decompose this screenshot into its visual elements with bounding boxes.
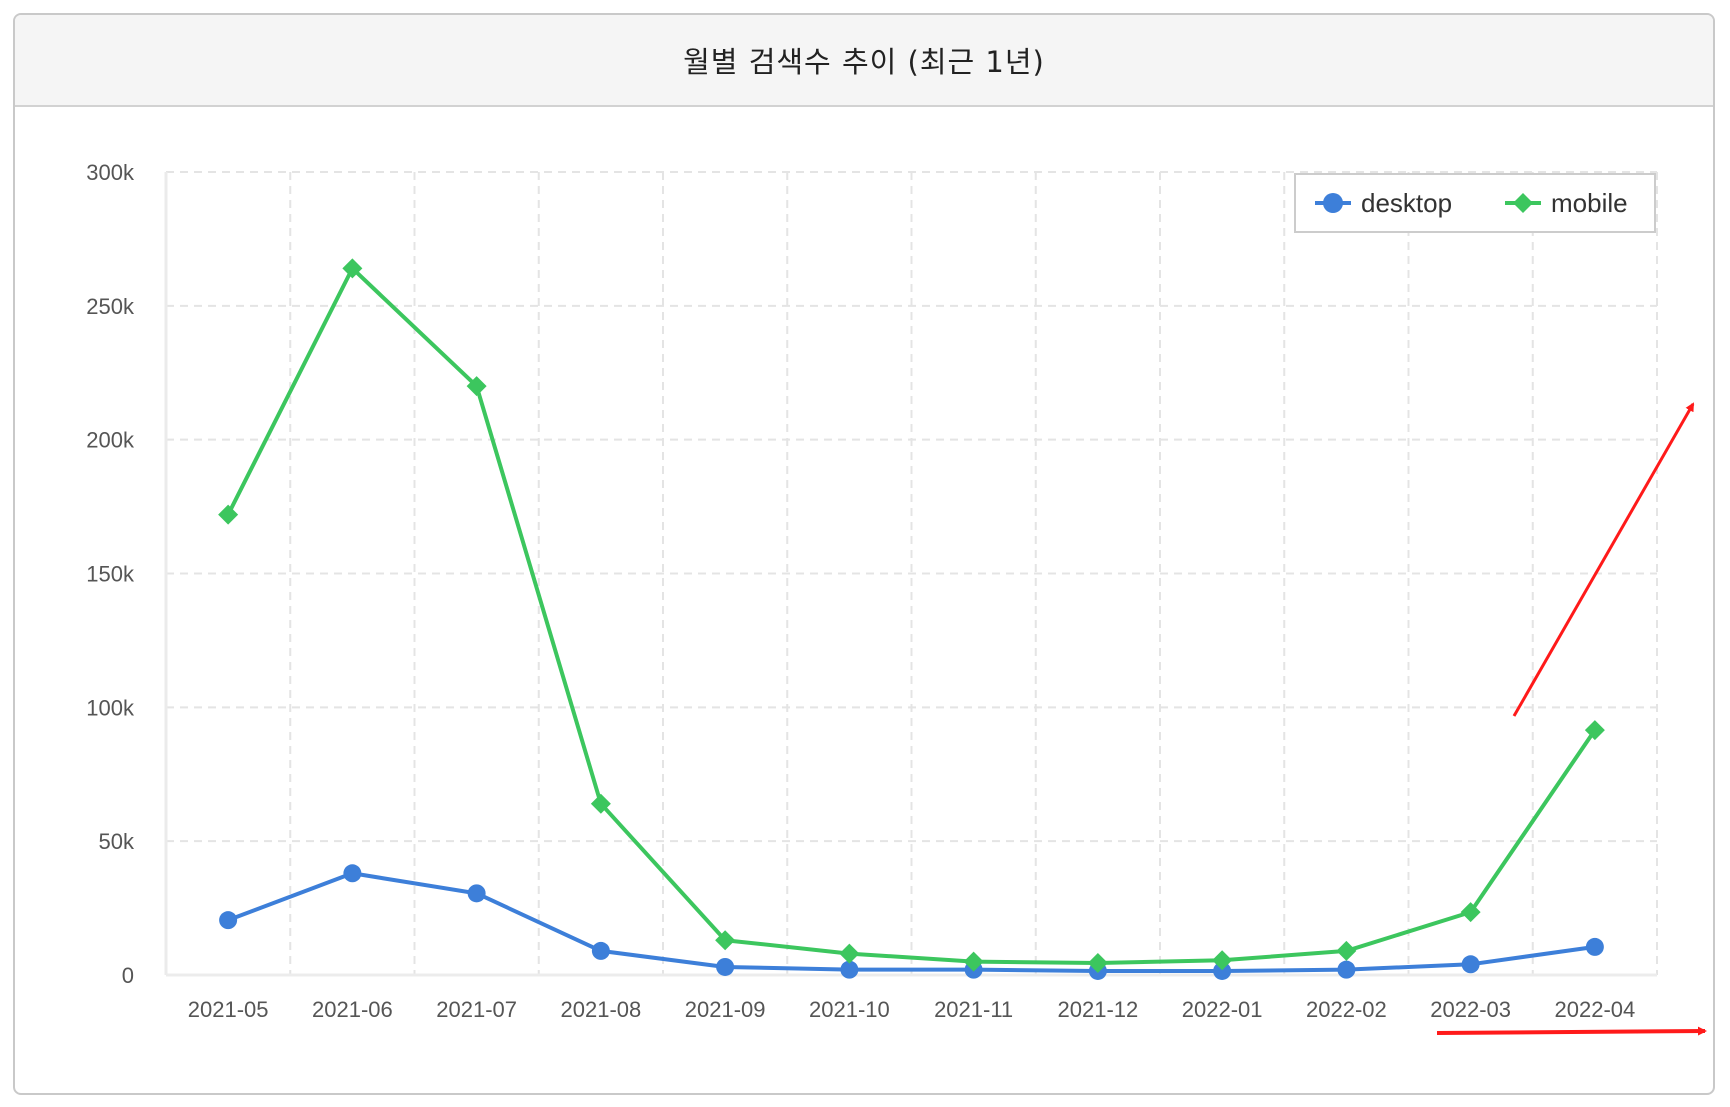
y-tick-label: 150k <box>86 562 135 587</box>
data-point-desktop[interactable] <box>840 960 859 979</box>
data-point-desktop[interactable] <box>467 884 486 903</box>
y-tick-label: 250k <box>86 294 135 319</box>
data-point-mobile[interactable] <box>342 258 363 279</box>
data-point-mobile[interactable] <box>715 930 736 951</box>
x-tick-label: 2022-03 <box>1430 997 1511 1022</box>
x-tick-label: 2021-10 <box>809 997 890 1022</box>
data-point-mobile[interactable] <box>1212 950 1233 971</box>
x-tick-label: 2021-07 <box>436 997 517 1022</box>
card-header: 월별 검색수 추이 (최근 1년) <box>15 15 1713 107</box>
y-tick-label: 300k <box>86 160 135 185</box>
x-tick-label: 2021-09 <box>685 997 766 1022</box>
data-point-mobile[interactable] <box>963 951 984 972</box>
legend-marker-desktop[interactable] <box>1323 193 1343 213</box>
data-point-desktop[interactable] <box>1585 937 1604 956</box>
data-point-desktop[interactable] <box>1337 960 1356 979</box>
legend-label-mobile[interactable]: mobile <box>1551 188 1628 218</box>
data-point-mobile[interactable] <box>839 943 860 964</box>
legend-label-desktop[interactable]: desktop <box>1361 188 1452 218</box>
data-point-desktop[interactable] <box>219 911 238 930</box>
data-point-desktop[interactable] <box>591 941 610 960</box>
legend-marker-mobile[interactable] <box>1513 193 1533 213</box>
series-line-mobile <box>226 266 1597 965</box>
data-point-mobile[interactable] <box>218 504 239 525</box>
data-point-mobile[interactable] <box>590 793 611 814</box>
x-tick-label: 2022-01 <box>1182 997 1263 1022</box>
data-point-desktop[interactable] <box>716 957 735 976</box>
data-point-desktop[interactable] <box>1461 955 1480 974</box>
data-point-mobile[interactable] <box>1584 720 1605 741</box>
x-tick-label: 2022-02 <box>1306 997 1387 1022</box>
y-tick-label: 200k <box>86 428 135 453</box>
y-tick-label: 0 <box>122 963 134 988</box>
data-point-mobile[interactable] <box>1087 952 1108 973</box>
x-tick-label: 2021-05 <box>188 997 269 1022</box>
red-annotation-arrow <box>1512 402 1695 717</box>
data-point-mobile[interactable] <box>1460 902 1481 923</box>
data-point-mobile[interactable] <box>466 376 487 397</box>
data-point-desktop[interactable] <box>343 864 362 883</box>
x-tick-label: 2021-06 <box>312 997 393 1022</box>
data-point-desktop[interactable] <box>1213 961 1232 980</box>
series-line-desktop <box>227 871 1596 973</box>
x-tick-label: 2022-04 <box>1555 997 1636 1022</box>
data-point-mobile[interactable] <box>1336 940 1357 961</box>
x-tick-label: 2021-08 <box>561 997 642 1022</box>
red-annotation-arrow <box>1436 1026 1707 1036</box>
y-tick-label: 100k <box>86 695 135 720</box>
x-tick-label: 2021-11 <box>934 997 1013 1022</box>
x-tick-label: 2021-12 <box>1058 997 1139 1022</box>
legend-box <box>1294 173 1656 233</box>
chart-title: 월별 검색수 추이 (최근 1년) <box>683 45 1045 79</box>
y-tick-label: 50k <box>99 829 135 854</box>
